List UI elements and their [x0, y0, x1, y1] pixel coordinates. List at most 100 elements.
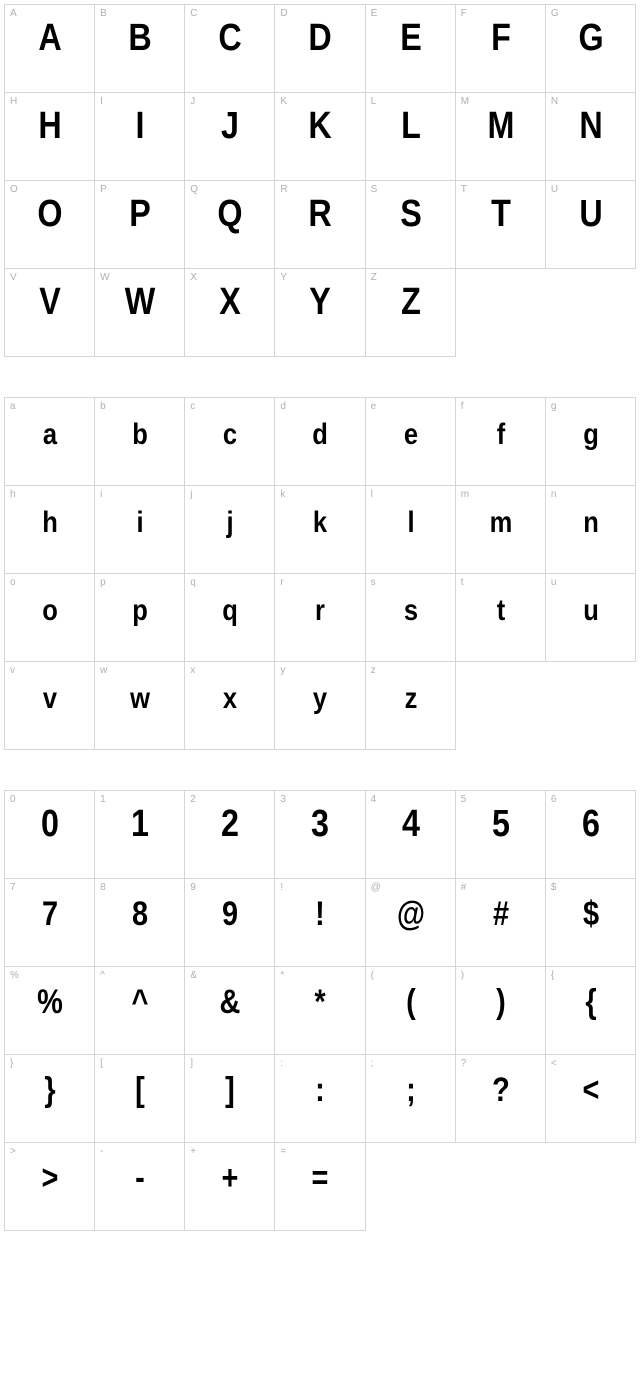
glyph-character: V	[12, 283, 88, 321]
glyph-character: &	[192, 985, 268, 1019]
glyph-character: u	[553, 596, 629, 626]
glyph-label: p	[100, 577, 106, 588]
glyph-cell: cc	[185, 398, 275, 486]
glyph-label: L	[371, 96, 377, 107]
glyph-character: X	[192, 283, 268, 321]
glyph-label: S	[371, 184, 378, 195]
glyph-cell: ZZ	[366, 269, 456, 357]
glyph-label: C	[190, 8, 197, 19]
glyph-cell: 99	[185, 879, 275, 967]
glyph-cell: UU	[546, 181, 636, 269]
glyph-cell: 55	[456, 791, 546, 879]
section-lowercase: aabbccddeeffgghhiijjkkllmmnnooppqqrrsstt…	[4, 397, 636, 750]
glyph-cell: 33	[275, 791, 365, 879]
glyph-label: m	[461, 489, 469, 500]
glyph-character: =	[282, 1161, 358, 1195]
glyph-label: V	[10, 272, 17, 283]
glyph-label: y	[280, 665, 285, 676]
glyph-character: L	[372, 107, 448, 145]
section-digits_symbols: 00112233445566778899!!@@##$$%%^^&&**(())…	[4, 790, 636, 1231]
glyph-cell: ((	[366, 967, 456, 1055]
glyph-label: #	[461, 882, 467, 893]
glyph-character: S	[372, 195, 448, 233]
glyph-label: k	[280, 489, 285, 500]
glyph-cell: GG	[546, 5, 636, 93]
glyph-cell: tt	[456, 574, 546, 662]
glyph-character: B	[102, 19, 178, 57]
glyph-character: o	[12, 596, 88, 626]
glyph-label: e	[371, 401, 377, 412]
glyph-label: Y	[280, 272, 287, 283]
glyph-character: h	[12, 508, 88, 538]
glyph-label: H	[10, 96, 17, 107]
glyph-grid: 00112233445566778899!!@@##$$%%^^&&**(())…	[4, 790, 636, 1231]
glyph-character: (	[372, 985, 448, 1019]
character-map: AABBCCDDEEFFGGHHIIJJKKLLMMNNOOPPQQRRSSTT…	[4, 4, 636, 1231]
glyph-character: W	[102, 283, 178, 321]
glyph-label: o	[10, 577, 16, 588]
glyph-character: y	[282, 684, 358, 714]
glyph-cell: <<	[546, 1055, 636, 1143]
glyph-character: Q	[192, 195, 268, 233]
glyph-character: b	[102, 420, 178, 450]
glyph-character: U	[553, 195, 629, 233]
glyph-label: j	[190, 489, 192, 500]
glyph-cell: @@	[366, 879, 456, 967]
glyph-character: x	[192, 684, 268, 714]
glyph-character: $	[553, 897, 629, 931]
glyph-cell: ))	[456, 967, 546, 1055]
glyph-label: B	[100, 8, 107, 19]
glyph-cell: aa	[5, 398, 95, 486]
glyph-character: Y	[282, 283, 358, 321]
glyph-character: 4	[372, 805, 448, 843]
glyph-cell: BB	[95, 5, 185, 93]
glyph-label: 0	[10, 794, 16, 805]
glyph-label: :	[280, 1058, 283, 1069]
glyph-cell: zz	[366, 662, 456, 750]
glyph-label: U	[551, 184, 558, 195]
glyph-label: >	[10, 1146, 16, 1157]
glyph-character: E	[372, 19, 448, 57]
glyph-character: A	[12, 19, 88, 57]
glyph-cell: YY	[275, 269, 365, 357]
glyph-label: 7	[10, 882, 16, 893]
glyph-character: R	[282, 195, 358, 233]
glyph-cell: gg	[546, 398, 636, 486]
glyph-label: 1	[100, 794, 106, 805]
glyph-label: [	[100, 1058, 103, 1069]
glyph-label: }	[10, 1058, 13, 1069]
glyph-character: )	[462, 985, 538, 1019]
glyph-character: J	[192, 107, 268, 145]
glyph-cell: ww	[95, 662, 185, 750]
glyph-cell: nn	[546, 486, 636, 574]
glyph-label: +	[190, 1146, 196, 1157]
glyph-character: ;	[372, 1073, 448, 1107]
glyph-label: 8	[100, 882, 106, 893]
glyph-label: f	[461, 401, 464, 412]
glyph-label: q	[190, 577, 196, 588]
glyph-cell: !!	[275, 879, 365, 967]
glyph-cell: DD	[275, 5, 365, 93]
glyph-label: w	[100, 665, 107, 676]
glyph-cell: {{	[546, 967, 636, 1055]
glyph-character: 0	[12, 805, 88, 843]
glyph-cell: VV	[5, 269, 95, 357]
glyph-label: *	[280, 970, 284, 981]
glyph-label: ^	[100, 970, 105, 981]
glyph-cell: pp	[95, 574, 185, 662]
glyph-label: W	[100, 272, 109, 283]
glyph-cell: ^^	[95, 967, 185, 1055]
glyph-character: Z	[372, 283, 448, 321]
glyph-label: E	[371, 8, 378, 19]
glyph-cell: AA	[5, 5, 95, 93]
glyph-character: 2	[192, 805, 268, 843]
glyph-cell: 44	[366, 791, 456, 879]
glyph-character: {	[553, 985, 629, 1019]
glyph-character: G	[553, 19, 629, 57]
glyph-cell: &&	[185, 967, 275, 1055]
glyph-character: [	[102, 1073, 178, 1107]
glyph-character: O	[12, 195, 88, 233]
glyph-label: D	[280, 8, 287, 19]
glyph-character: <	[553, 1073, 629, 1107]
glyph-character: #	[462, 897, 538, 931]
